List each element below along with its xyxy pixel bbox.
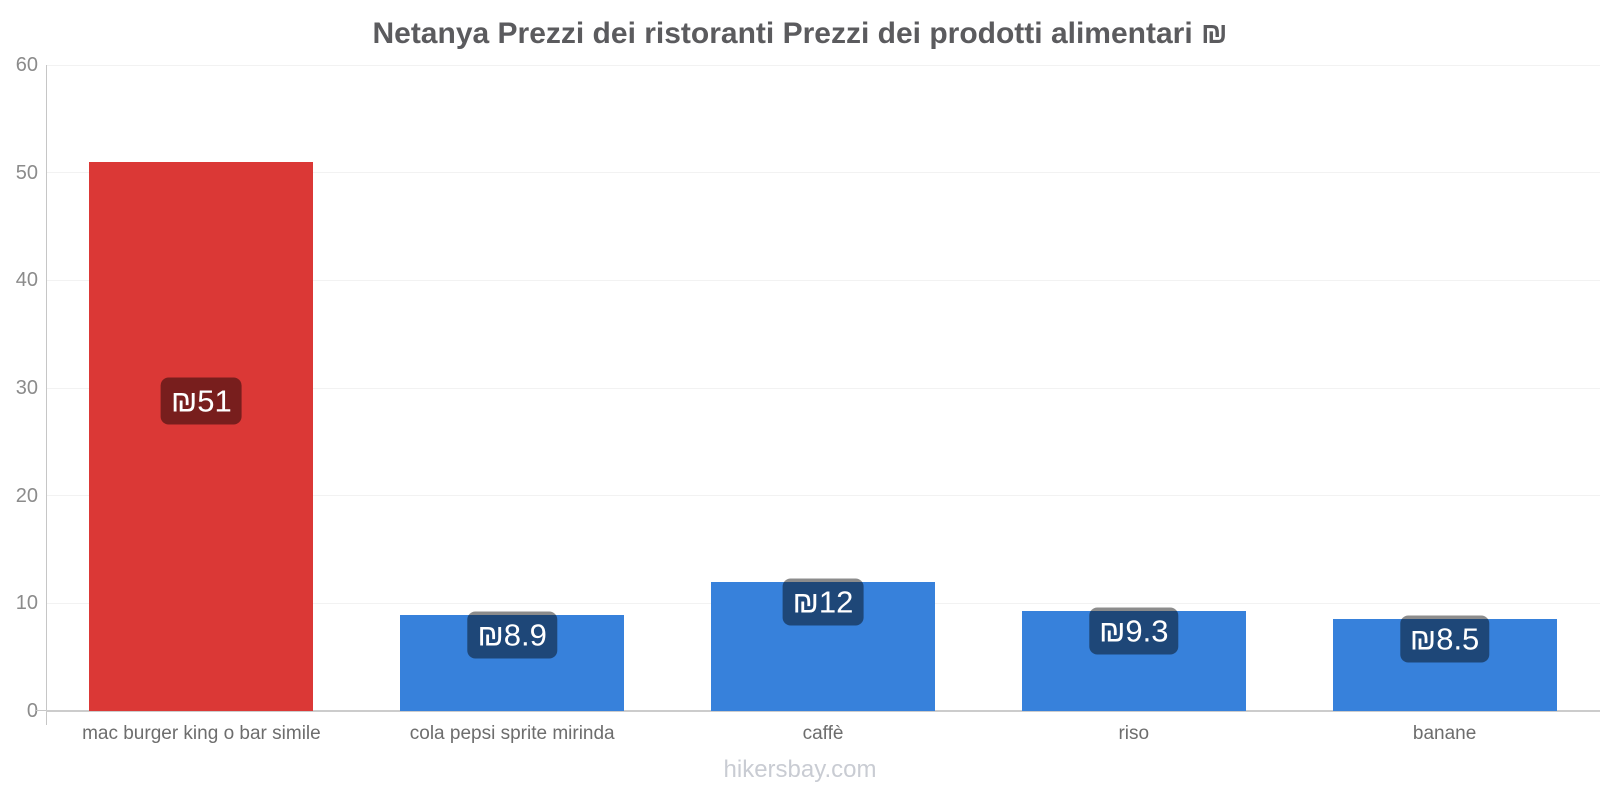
y-tick-label: 40 [15, 269, 38, 292]
gridline [46, 495, 1600, 497]
x-axis-line [46, 710, 1600, 712]
bar[interactable] [1021, 610, 1246, 711]
category-label: cola pepsi sprite mirinda [409, 723, 615, 744]
bar-value-badge: ₪8.5 [1399, 615, 1490, 663]
y-tick-label: 0 [26, 700, 38, 722]
bar-value-badge: ₪51 [160, 377, 242, 425]
bar-value-badge: ₪12 [782, 578, 864, 626]
y-tick-label: 50 [15, 161, 38, 184]
y-tick-label: 20 [15, 484, 38, 507]
bar-value-badge: ₪9.3 [1089, 607, 1179, 655]
bar[interactable] [1332, 619, 1557, 711]
bar[interactable] [89, 161, 314, 711]
gridline [46, 172, 1600, 174]
y-axis-zero-tick [36, 710, 46, 711]
bar[interactable] [400, 615, 625, 711]
y-tick-label: 30 [15, 377, 38, 399]
category-label: caffè [802, 723, 844, 744]
y-tick-label: 10 [15, 592, 38, 615]
gridline [46, 279, 1600, 281]
category-label: mac burger king o bar simile [82, 723, 321, 744]
gridline [46, 64, 1600, 66]
y-tick-label: 60 [15, 54, 38, 76]
y-axis-line [46, 65, 47, 711]
x-axis-origin-tick [46, 712, 47, 725]
category-label: banane [1412, 723, 1477, 744]
footer-watermark: hikersbay.com [723, 756, 877, 783]
bar[interactable] [711, 581, 935, 711]
chart-title: Netanya Prezzi dei ristoranti Prezzi dei… [372, 17, 1228, 50]
bar-value-badge: ₪8.9 [467, 611, 557, 659]
category-label: riso [1118, 723, 1150, 744]
gridline [46, 387, 1600, 389]
